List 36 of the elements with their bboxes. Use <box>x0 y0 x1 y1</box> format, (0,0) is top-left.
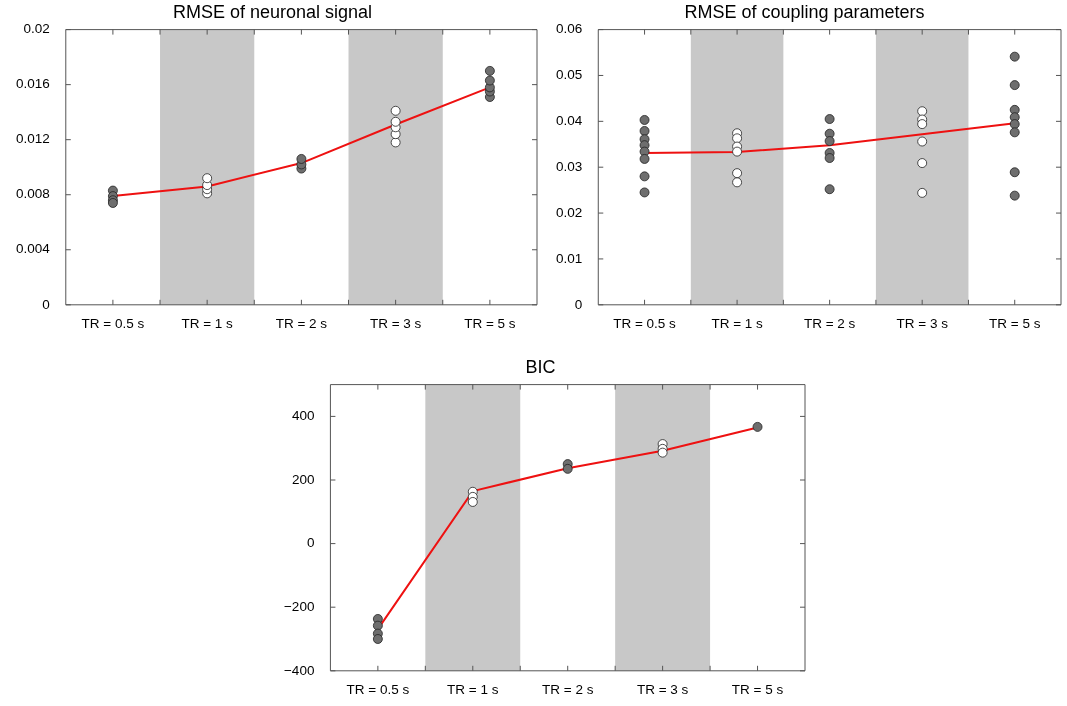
x-tick-label: TR = 3 s <box>369 315 422 331</box>
x-tick-label: TR = 1 s <box>181 315 234 331</box>
x-tick-label: TR = 5 s <box>464 315 516 331</box>
y-tick-label: 0.06 <box>555 21 583 37</box>
y-tick-label: 0.04 <box>555 113 583 129</box>
y-tick-label: 0.02 <box>23 21 50 37</box>
x-tick-label: TR = 3 s <box>636 681 689 697</box>
y-tick-label: 0.012 <box>15 131 50 147</box>
y-tick-label: 400 <box>291 408 315 424</box>
y-tick-label: 0.004 <box>15 241 51 257</box>
x-tick-label: TR = 3 s <box>896 315 949 331</box>
x-tick-label: TR = 5 s <box>989 315 1041 331</box>
x-tick-label: TR = 5 s <box>731 681 784 697</box>
x-tick-label: TR = 2 s <box>803 315 856 331</box>
chart-title: RMSE of neuronal signal <box>172 1 373 22</box>
y-tick-label: 0 <box>306 535 315 551</box>
y-tick-label: 0 <box>574 296 583 312</box>
chart-title: RMSE of coupling parameters <box>684 1 925 22</box>
chart-title: BIC <box>525 356 556 377</box>
x-tick-label: TR = 2 s <box>275 315 328 331</box>
x-tick-label: TR = 2 s <box>542 681 594 697</box>
y-tick-label: −400 <box>283 662 315 678</box>
y-tick-label: 0.008 <box>15 186 50 202</box>
y-tick-label: −200 <box>283 598 315 614</box>
y-tick-label: 0.03 <box>555 158 583 174</box>
y-tick-label: 200 <box>291 471 315 487</box>
y-tick-label: 0.05 <box>555 67 583 83</box>
x-tick-label: TR = 0.5 s <box>346 681 410 697</box>
x-tick-label: TR = 0.5 s <box>613 315 677 331</box>
x-tick-label: TR = 1 s <box>447 681 499 697</box>
y-tick-label: 0.02 <box>555 204 583 220</box>
y-tick-label: 0.016 <box>15 76 50 92</box>
y-tick-label: 0.01 <box>555 250 583 266</box>
x-tick-label: TR = 0.5 s <box>81 315 145 331</box>
y-tick-label: 0 <box>42 296 50 312</box>
x-tick-label: TR = 1 s <box>711 315 764 331</box>
